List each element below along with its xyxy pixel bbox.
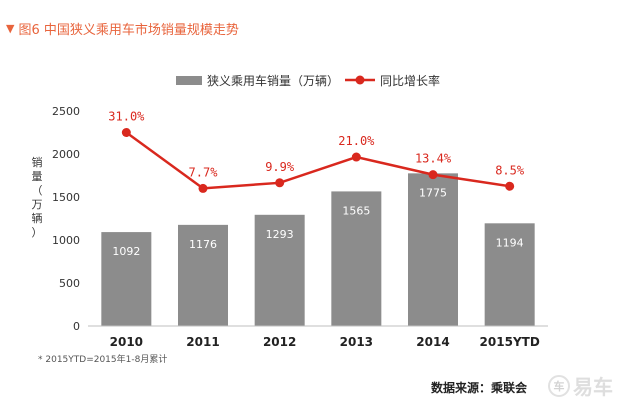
growth-line-series: [121, 128, 515, 193]
bar-value-label: 1775: [419, 186, 447, 199]
legend-marker-line: [355, 75, 365, 85]
growth-point: [351, 152, 361, 162]
x-tick-label: 2013: [340, 335, 373, 349]
chart-title-text: 图6 中国狭义乘用车市场销量规模走势: [18, 22, 239, 38]
y-axis-label-char: 销: [32, 155, 43, 169]
bar: [408, 173, 458, 326]
y-axis-label: 销量（万辆）: [32, 155, 43, 239]
x-tick-label: 2014: [416, 335, 449, 349]
y-tick-label: 2500: [52, 105, 80, 118]
growth-labels: 31.0% 7.7% 9.9% 21.0% 13.4% 8.5%: [108, 110, 525, 180]
bar: [254, 214, 305, 326]
watermark: 车 易车: [548, 371, 613, 400]
growth-value-label: 21.0%: [338, 134, 375, 148]
y-axis-label-char: ）: [32, 226, 43, 239]
y-tick-label: 1000: [52, 234, 80, 247]
watermark-text: 易车: [573, 375, 613, 399]
y-axis-label-char: 万: [32, 198, 43, 211]
growth-value-label: 9.9%: [265, 160, 295, 174]
footnote: * 2015YTD=2015年1-8月累计: [38, 355, 168, 365]
x-tick-label: 2011: [186, 335, 219, 349]
y-tick-label: 500: [59, 277, 80, 290]
bar: [331, 191, 382, 326]
growth-point: [505, 181, 515, 191]
bar-value-label: 1293: [266, 228, 294, 241]
growth-point: [121, 128, 131, 137]
y-axis: 0 500 1000 1500 2000 2500: [52, 105, 80, 333]
watermark-logo-icon: 车: [548, 374, 570, 397]
y-tick-label: 1500: [52, 191, 80, 204]
bar-value-label: 1176: [189, 238, 217, 251]
growth-point: [428, 170, 438, 180]
legend: 狭义乘用车销量（万辆） 同比增长率: [176, 73, 440, 88]
growth-value-label: 8.5%: [495, 163, 525, 177]
growth-point: [275, 178, 285, 188]
x-tick-label: 2015YTD: [480, 335, 540, 349]
bar: [484, 223, 535, 326]
growth-value-label: 31.0%: [108, 110, 145, 124]
bar: [178, 224, 228, 326]
bar-series: [101, 173, 535, 326]
legend-label-line: 同比增长率: [380, 73, 440, 88]
y-axis-label-char: （: [32, 184, 43, 197]
legend-label-bars: 狭义乘用车销量（万辆）: [207, 73, 339, 88]
bar-value-label: 1565: [342, 204, 370, 217]
legend-swatch-bars: [176, 76, 202, 85]
growth-point: [198, 183, 208, 193]
bar: [101, 232, 152, 326]
growth-line: [125, 131, 510, 190]
bar-value-label: 1194: [496, 236, 524, 249]
bar-value-label: 1092: [112, 245, 140, 258]
triangle-marker-icon: ▼: [6, 21, 15, 35]
growth-value-label: 7.7%: [189, 165, 219, 179]
x-tick-label: 2010: [110, 335, 143, 349]
x-axis: 2010 2011 2012 2013 2014 2015YTD: [88, 325, 548, 349]
data-source: 数据来源：乘联会: [431, 381, 528, 395]
y-tick-label: 2000: [52, 148, 80, 161]
y-axis-label-char: 量: [32, 170, 43, 183]
x-tick-label: 2012: [263, 335, 296, 349]
growth-value-label: 13.4%: [415, 152, 452, 166]
chart-title: ▼ 图6 中国狭义乘用车市场销量规模走势: [6, 18, 239, 38]
bar-labels: 1092 1176 1293 1565 1775 1194: [112, 186, 523, 258]
y-axis-label-char: 辆: [32, 211, 43, 225]
y-tick-label: 0: [73, 320, 80, 333]
